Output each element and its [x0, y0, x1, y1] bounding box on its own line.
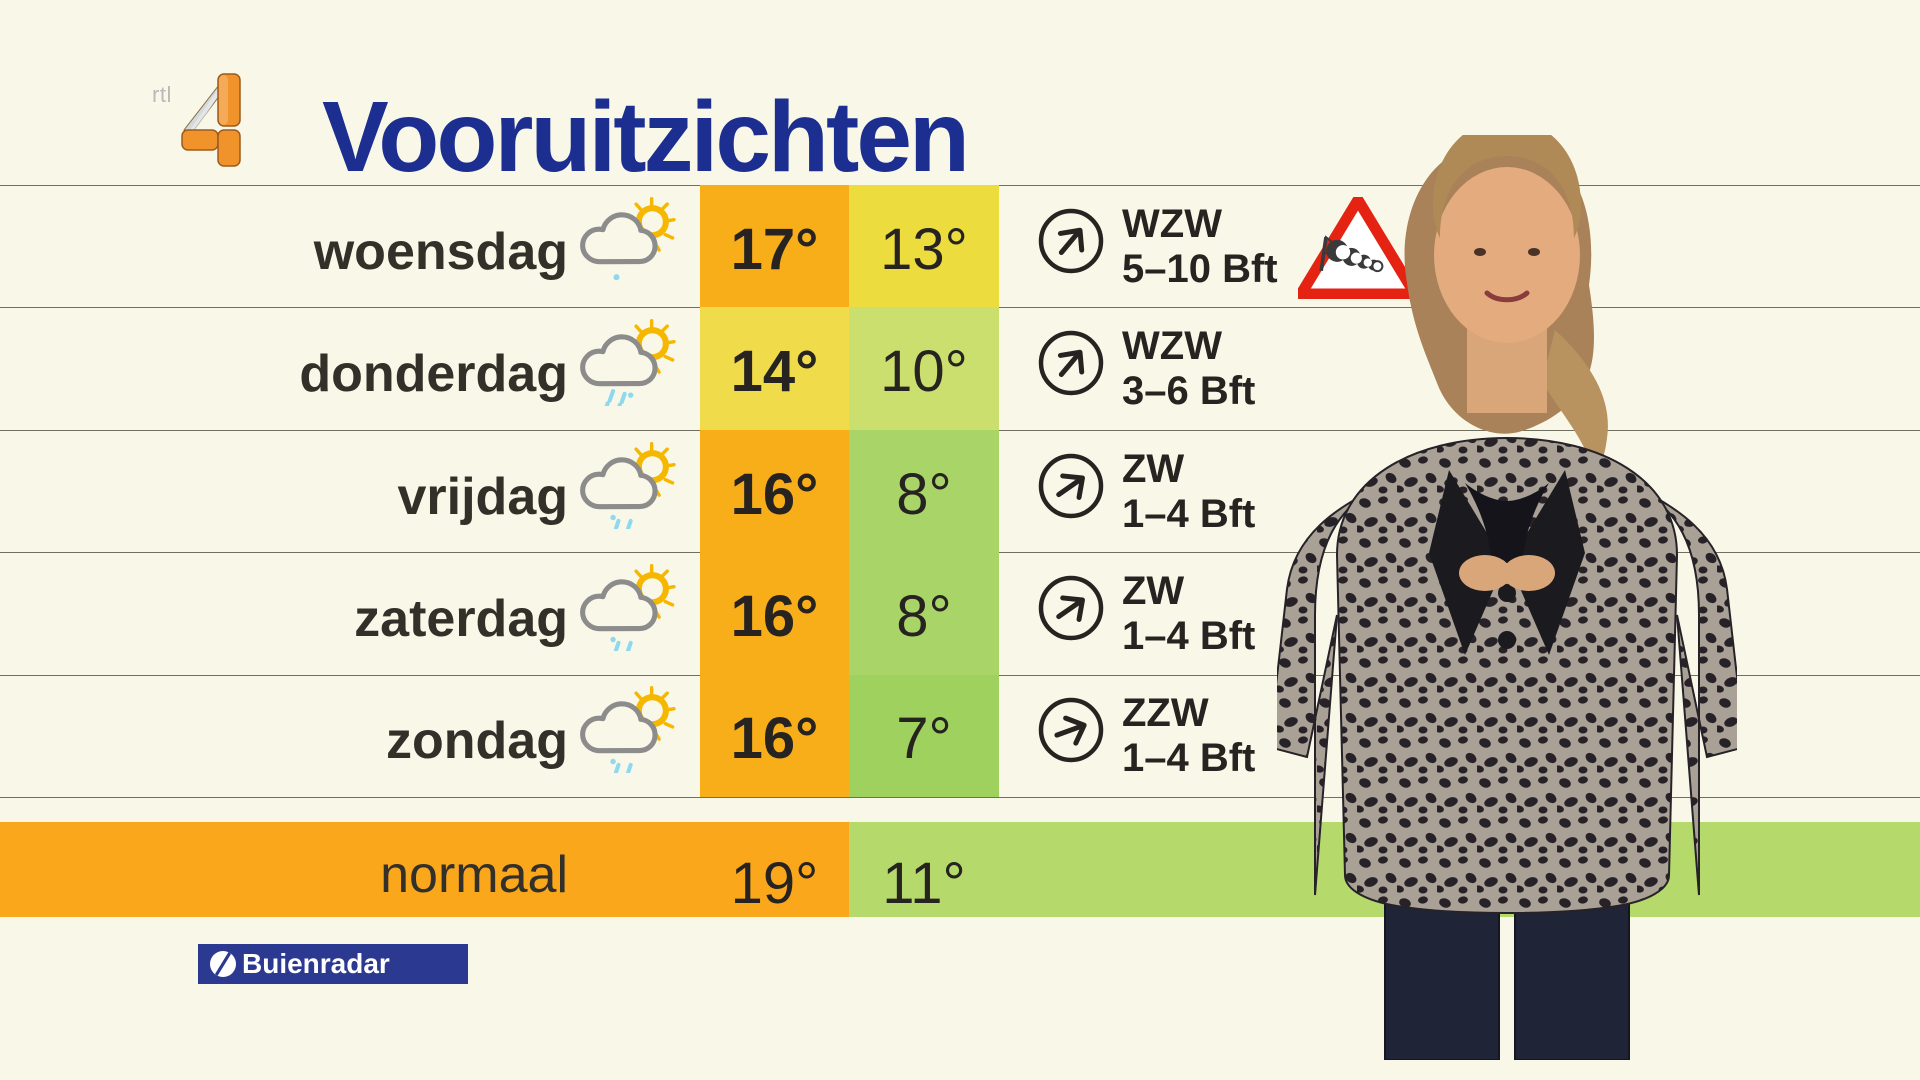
svg-text:rtl: rtl [152, 82, 172, 107]
